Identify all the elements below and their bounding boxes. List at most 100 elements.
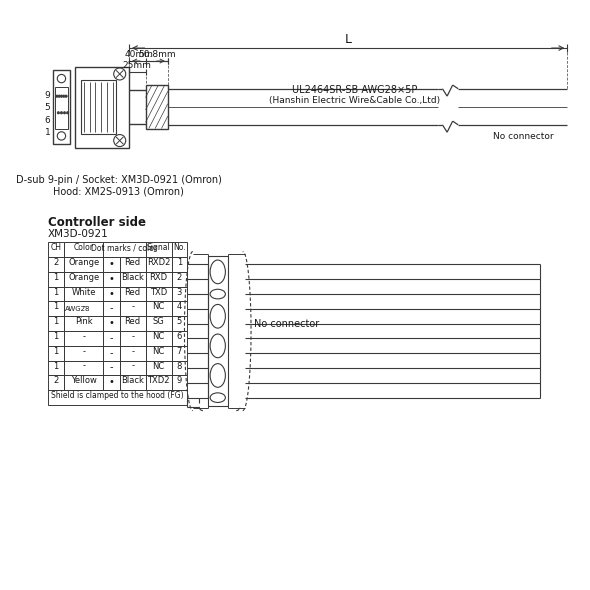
Text: TXD2: TXD2: [148, 376, 170, 385]
Text: NC: NC: [152, 332, 165, 341]
Text: 2: 2: [53, 376, 58, 385]
Text: 2: 2: [177, 273, 182, 282]
Text: 4: 4: [177, 303, 182, 312]
Bar: [48, 272, 64, 287]
Text: 1: 1: [53, 303, 58, 312]
Bar: [120, 316, 146, 331]
Bar: [172, 257, 187, 272]
Text: -: -: [82, 332, 85, 341]
Bar: [48, 257, 64, 272]
Bar: [146, 272, 172, 287]
Bar: [53, 70, 70, 144]
Bar: [48, 242, 64, 257]
Text: -: -: [131, 347, 134, 356]
Text: -: -: [110, 362, 113, 372]
Text: 1: 1: [53, 362, 58, 371]
Circle shape: [63, 112, 65, 114]
Bar: [103, 360, 120, 375]
Bar: [120, 272, 146, 287]
Bar: [146, 301, 172, 316]
Text: 8: 8: [176, 362, 182, 371]
Text: Shield is clamped to the hood (FG): Shield is clamped to the hood (FG): [51, 391, 183, 400]
Text: 7: 7: [176, 347, 182, 356]
Text: 1: 1: [53, 332, 58, 341]
Text: NC: NC: [152, 347, 165, 356]
Text: 9: 9: [45, 91, 50, 100]
Text: Black: Black: [121, 376, 144, 385]
Text: •: •: [109, 259, 114, 269]
Bar: [120, 346, 146, 360]
Bar: [64, 301, 103, 316]
Bar: [64, 360, 103, 375]
Text: 5: 5: [45, 103, 50, 112]
Bar: [146, 331, 172, 346]
Bar: [48, 287, 64, 301]
Circle shape: [57, 112, 60, 114]
Bar: [64, 287, 103, 301]
Bar: [48, 360, 64, 375]
Text: •: •: [109, 318, 114, 328]
Bar: [64, 346, 103, 360]
Bar: [64, 331, 103, 346]
Text: 40mm: 40mm: [124, 50, 153, 59]
Bar: [48, 301, 64, 316]
Circle shape: [60, 95, 63, 97]
Text: NC: NC: [152, 303, 165, 312]
Text: •: •: [109, 378, 114, 387]
Text: Red: Red: [124, 258, 141, 267]
Bar: [64, 272, 103, 287]
Text: -: -: [131, 303, 134, 312]
Bar: [146, 375, 172, 390]
Circle shape: [67, 112, 69, 114]
Text: RXD2: RXD2: [147, 258, 171, 267]
Bar: [146, 346, 172, 360]
Text: L: L: [345, 33, 352, 46]
Text: AWG28: AWG28: [65, 306, 91, 312]
Bar: [146, 242, 172, 257]
Circle shape: [63, 95, 65, 97]
Bar: [64, 375, 103, 390]
Bar: [208, 256, 228, 406]
Bar: [64, 316, 103, 331]
Text: Signal: Signal: [147, 243, 171, 252]
Bar: [103, 375, 120, 390]
Text: •: •: [109, 274, 114, 284]
Text: 1: 1: [45, 127, 50, 137]
Bar: [48, 331, 64, 346]
Text: RXD: RXD: [149, 273, 168, 282]
Text: 2: 2: [53, 258, 58, 267]
Text: Dot marks / color: Dot marks / color: [91, 243, 158, 252]
Bar: [48, 390, 187, 405]
Text: -: -: [82, 362, 85, 371]
Text: 6: 6: [176, 332, 182, 341]
Text: -: -: [82, 303, 85, 312]
Text: 1: 1: [53, 287, 58, 297]
Bar: [76, 67, 129, 148]
Bar: [172, 272, 187, 287]
Text: 1: 1: [53, 347, 58, 356]
Text: 3: 3: [176, 287, 182, 297]
Bar: [120, 287, 146, 301]
Bar: [48, 375, 64, 390]
Bar: [48, 346, 64, 360]
Bar: [172, 301, 187, 316]
Text: Black: Black: [121, 273, 144, 282]
Text: 1: 1: [53, 317, 58, 326]
Bar: [172, 331, 187, 346]
Bar: [120, 360, 146, 375]
Text: -: -: [110, 303, 113, 313]
Text: Orange: Orange: [68, 258, 99, 267]
Bar: [103, 316, 120, 331]
Text: -: -: [110, 348, 113, 358]
Bar: [103, 242, 146, 257]
Circle shape: [60, 112, 63, 114]
Text: -: -: [131, 332, 134, 341]
Text: Red: Red: [124, 287, 141, 297]
Text: SG: SG: [153, 317, 165, 326]
Text: XM3D-0921: XM3D-0921: [48, 230, 109, 240]
Text: NC: NC: [152, 362, 165, 371]
Text: 25mm: 25mm: [123, 61, 152, 70]
Circle shape: [55, 95, 58, 97]
Text: UL2464SR-SB AWG28×5P: UL2464SR-SB AWG28×5P: [292, 85, 417, 95]
Circle shape: [65, 95, 67, 97]
